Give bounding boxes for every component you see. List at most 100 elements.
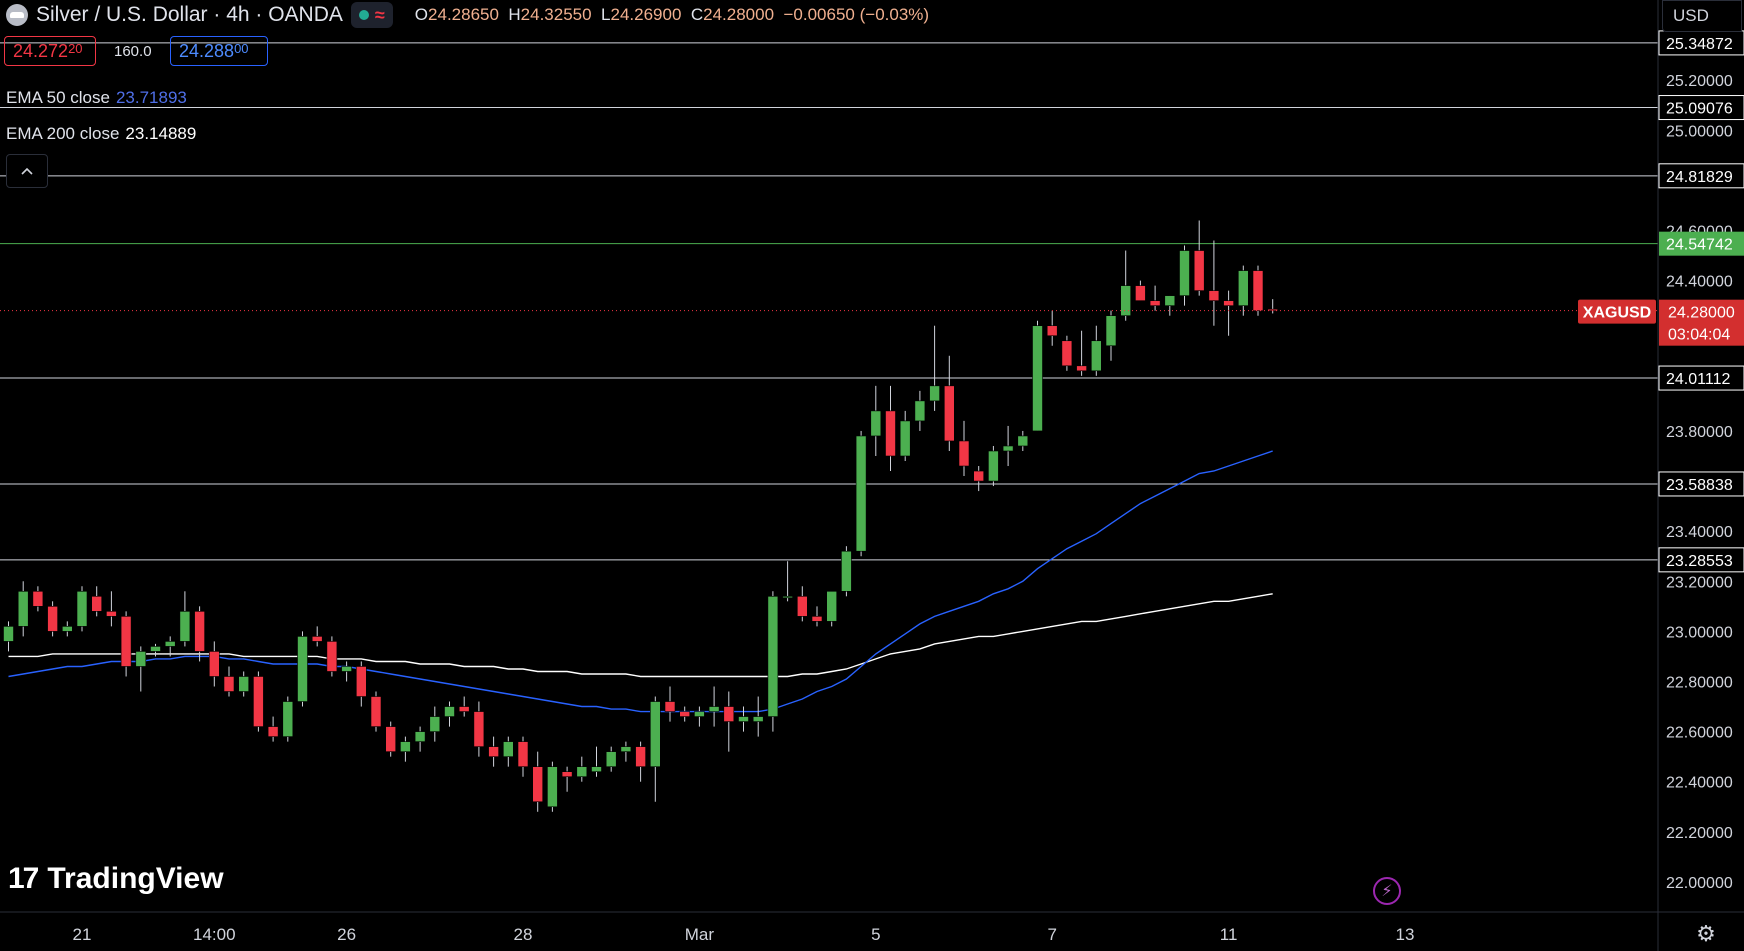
settings-gear-icon[interactable]: ⚙ (1696, 921, 1716, 946)
candle[interactable] (179, 591, 191, 647)
candle[interactable] (209, 641, 220, 687)
candle[interactable] (150, 643, 161, 657)
candle[interactable] (444, 701, 455, 727)
candle[interactable] (591, 746, 602, 777)
candle[interactable] (973, 466, 985, 492)
candle[interactable] (988, 445, 999, 487)
candle[interactable] (708, 686, 720, 727)
candle[interactable] (194, 606, 205, 662)
buy-button[interactable]: 24.288 00 (170, 36, 268, 66)
candle[interactable] (326, 636, 338, 677)
candle[interactable] (341, 661, 352, 682)
lightning-icon[interactable]: ⚡ (1373, 877, 1401, 905)
currency-selector[interactable]: USD (1662, 0, 1742, 32)
candle[interactable] (32, 586, 44, 612)
candle[interactable] (473, 701, 485, 757)
symbol-title[interactable]: Silver / U.S. Dollar · 4h · OANDA (36, 3, 343, 26)
candle[interactable] (649, 696, 661, 802)
candle[interactable] (635, 741, 646, 782)
candle[interactable] (238, 671, 249, 697)
candle[interactable] (488, 736, 499, 767)
candle[interactable] (1238, 265, 1249, 316)
candle[interactable] (355, 661, 367, 707)
candle[interactable] (458, 696, 470, 717)
candle[interactable] (561, 766, 573, 792)
candle[interactable] (547, 761, 558, 812)
candle[interactable] (679, 706, 691, 722)
candle[interactable] (811, 606, 823, 627)
candle[interactable] (3, 621, 14, 652)
candle[interactable] (752, 696, 764, 737)
candle[interactable] (135, 646, 147, 692)
candle[interactable] (429, 706, 441, 742)
candle[interactable] (164, 636, 176, 657)
candle[interactable] (1193, 220, 1205, 296)
candle[interactable] (400, 736, 411, 762)
candle[interactable] (929, 325, 940, 411)
candle[interactable] (106, 591, 117, 627)
candle[interactable] (223, 666, 235, 697)
candle[interactable] (694, 706, 705, 727)
candle[interactable] (414, 726, 426, 752)
candle[interactable] (899, 410, 911, 462)
candle[interactable] (1149, 285, 1161, 311)
candle[interactable] (370, 691, 382, 732)
candle[interactable] (282, 696, 294, 742)
candle[interactable] (1252, 265, 1264, 316)
candle[interactable] (1105, 310, 1117, 361)
candle[interactable] (1046, 310, 1058, 346)
candle[interactable] (311, 626, 323, 647)
candle[interactable] (91, 586, 102, 617)
candle[interactable] (253, 671, 264, 732)
candle[interactable] (1267, 299, 1278, 314)
ema50-line[interactable] (8, 450, 1273, 713)
candle[interactable] (782, 561, 793, 602)
candle[interactable] (297, 631, 308, 707)
candle[interactable] (620, 741, 632, 762)
candle[interactable] (576, 756, 588, 782)
candle[interactable] (1208, 240, 1220, 326)
candle[interactable] (267, 716, 279, 742)
candle[interactable] (517, 736, 529, 777)
candle[interactable] (1091, 325, 1102, 376)
candle[interactable] (1076, 330, 1087, 376)
candle[interactable] (1120, 250, 1131, 321)
candle[interactable] (723, 691, 735, 752)
candle[interactable] (796, 586, 808, 622)
candle[interactable] (1002, 425, 1014, 467)
ema50-legend[interactable]: EMA 50 close 23.71893 (6, 88, 187, 108)
collapse-legend-button[interactable] (6, 154, 48, 188)
candle[interactable] (767, 591, 779, 732)
candle[interactable] (120, 611, 132, 677)
candle[interactable] (664, 686, 676, 722)
candle[interactable] (76, 586, 88, 632)
candle[interactable] (841, 546, 852, 597)
candle[interactable] (1135, 280, 1146, 301)
sell-button[interactable]: 24.272 20 (4, 36, 96, 66)
candle[interactable] (738, 706, 749, 732)
candle[interactable] (855, 430, 867, 557)
candle[interactable] (1061, 335, 1073, 371)
candle[interactable] (532, 751, 544, 812)
candle[interactable] (885, 385, 896, 472)
market-status[interactable]: ≈ (350, 2, 393, 28)
candle[interactable] (870, 385, 882, 456)
candle[interactable] (502, 736, 514, 767)
candle[interactable] (1017, 430, 1029, 451)
candle[interactable] (47, 601, 58, 637)
tradingview-logo[interactable]: 17 TradingView (8, 862, 224, 896)
candle[interactable] (914, 390, 926, 431)
candle[interactable] (61, 621, 73, 637)
candle[interactable] (826, 590, 838, 627)
candle[interactable] (605, 746, 617, 772)
candle[interactable] (17, 581, 29, 637)
ema200-legend[interactable]: EMA 200 close 23.14889 (6, 124, 196, 144)
candle[interactable] (1179, 245, 1190, 306)
candle[interactable] (943, 355, 955, 451)
candle[interactable] (385, 721, 397, 757)
candle[interactable] (1032, 320, 1043, 432)
candle[interactable] (1164, 295, 1176, 316)
candle[interactable] (958, 420, 970, 477)
candle[interactable] (1223, 290, 1234, 336)
